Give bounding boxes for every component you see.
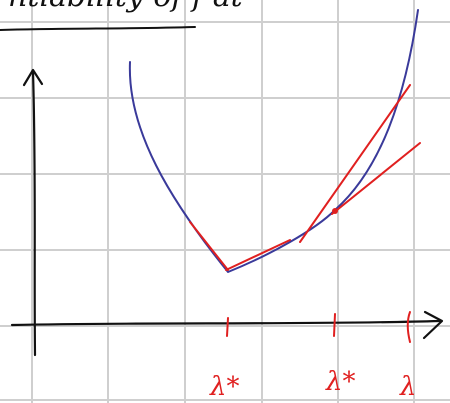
convex-function [130,10,418,272]
grid [0,0,450,403]
lambda-star-label: λ* [209,372,239,402]
subgradient-lines [190,85,420,342]
lambda-star-label: λ* [325,367,355,397]
title: ntiability of f at [8,0,244,14]
title-underline [0,27,195,30]
note-page: ntiability of f at λ* λ* λ [0,0,450,403]
lambda-label: λ [399,372,416,402]
kink-point [332,208,338,214]
axes [12,70,442,355]
